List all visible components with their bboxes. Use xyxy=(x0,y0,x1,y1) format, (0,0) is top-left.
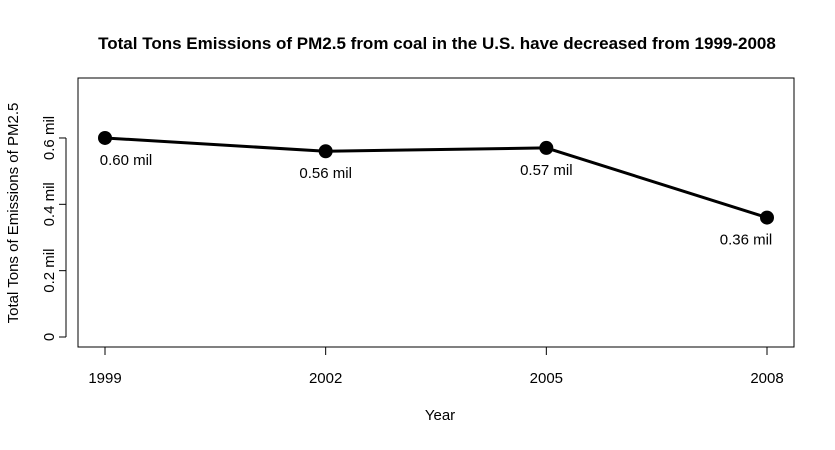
y-axis-title: Total Tons of Emissions of PM2.5 xyxy=(5,103,22,324)
data-labels-layer: 0.60 mil 0.56 mil 0.57 mil 0.36 mil xyxy=(100,152,773,249)
x-tick-label: 2002 xyxy=(309,370,342,387)
y-tick-label: 0 xyxy=(41,333,58,341)
data-label: 0.57 mil xyxy=(520,162,573,179)
y-tick-label: 0.6 mil xyxy=(41,116,58,160)
x-axis-title: Year xyxy=(425,407,455,424)
data-point xyxy=(539,140,554,155)
x-tick-label: 2008 xyxy=(750,370,783,387)
x-axis: 1999 2002 2005 2008 xyxy=(88,346,784,387)
plot-frame xyxy=(77,77,795,348)
data-point xyxy=(760,210,774,225)
x-tick-label: 1999 xyxy=(88,370,121,387)
data-point xyxy=(318,144,333,159)
x-tick-label: 2005 xyxy=(530,370,563,387)
points-layer xyxy=(98,130,774,225)
data-point xyxy=(98,130,112,145)
series-layer xyxy=(104,136,768,220)
y-axis: 0 0.2 mil 0.4 mil 0.6 mil xyxy=(41,116,67,341)
data-label: 0.56 mil xyxy=(299,165,352,182)
chart-title: Total Tons Emissions of PM2.5 from coal … xyxy=(98,34,776,53)
data-label: 0.36 mil xyxy=(720,232,773,249)
y-tick-label: 0.4 mil xyxy=(41,182,58,226)
y-tick-label: 0.2 mil xyxy=(41,249,58,293)
data-label: 0.60 mil xyxy=(100,152,153,169)
series-line xyxy=(104,136,768,220)
